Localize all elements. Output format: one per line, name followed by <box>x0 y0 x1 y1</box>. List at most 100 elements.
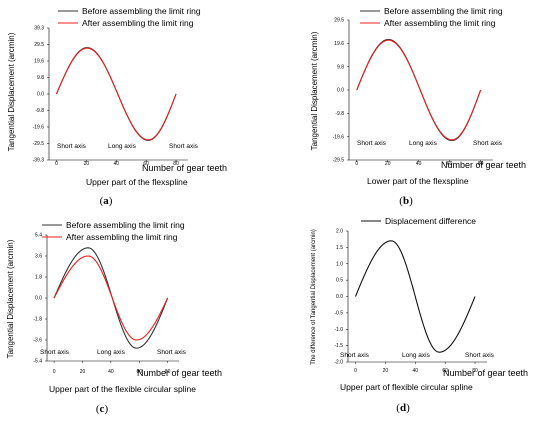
panel-label: (a) <box>100 195 113 207</box>
y-tick-label: -19.6 <box>33 125 45 131</box>
x-tick-label: 0 <box>55 161 58 167</box>
x-tick-label: 40 <box>416 161 422 167</box>
legend-label: Displacement difference <box>385 216 476 226</box>
panel-label: (d) <box>396 402 410 414</box>
y-tick-label: -5.4 <box>33 359 42 365</box>
legend-label: Before assembling the limit ring <box>66 220 185 230</box>
y-tick-label: 3.6 <box>35 254 42 260</box>
series-line-2 <box>356 39 482 141</box>
panel-b: 29.5 19.6 9.8 0.0 -9.8 -19.6 -29.5 0 20 40 60 80 Bef… <box>310 6 526 207</box>
annotation-long-axis: Long axis <box>108 143 137 150</box>
y-tick-label: 0.0 <box>35 296 42 302</box>
y-tick-label: 1.5 <box>336 245 343 251</box>
panel-label-open: ( <box>399 195 403 207</box>
x-axis-label: Number of gear teeth <box>443 368 528 378</box>
legend-label: After assembling the limit ring <box>384 18 496 28</box>
panel-label-close: ) <box>406 402 410 414</box>
x-tick-label: 80 <box>165 369 171 375</box>
series-line-1 <box>55 47 177 141</box>
y-tick-label: -39.3 <box>33 158 45 164</box>
y-axis-label: The difference of Tangential Displacemen… <box>311 229 317 365</box>
y-axis-label: Tangential Displacement (arcmin) <box>310 31 319 150</box>
x-tick-label: 80 <box>478 161 484 167</box>
y-tick-label: 29.5 <box>34 42 44 48</box>
panel-label-close: ) <box>409 195 413 207</box>
panel-label-open: ( <box>96 403 100 415</box>
y-tick-label: -9.8 <box>335 111 344 117</box>
annotation-long-axis: Long axis <box>402 352 431 359</box>
panel-d: 2.0 1.5 1.0 0.5 0.0 -0.5 -1.0 -1.5 -2.0 0 20 40 60 80… <box>311 216 528 414</box>
y-tick-label: -2.0 <box>334 360 343 366</box>
y-tick-label: 2.0 <box>336 229 343 235</box>
panel-subtitle: Upper part of the flexspline <box>86 177 188 187</box>
panel-label-letter: c <box>100 403 105 415</box>
x-tick-label: 20 <box>80 369 86 375</box>
x-axis-label: Number of gear teeth <box>441 160 526 170</box>
series-line-1 <box>356 38 482 142</box>
y-axis-label: Tangential Displacement (arcmin) <box>6 239 15 358</box>
annotation-long-axis: Long axis <box>97 349 126 356</box>
panel-subtitle: Upper part of flexible circular spline <box>340 382 473 392</box>
series-line-2 <box>55 47 177 141</box>
y-tick-label: 1.0 <box>336 261 343 267</box>
y-tick-label: 39.3 <box>34 26 44 32</box>
y-tick-label: -3.6 <box>33 338 42 344</box>
x-tick-label: 40 <box>108 369 114 375</box>
annotation-short-axis-left: Short axis <box>340 352 370 359</box>
y-tick-label: -0.5 <box>334 310 343 316</box>
panel-c: 5.4 3.6 1.8 0.0 -1.8 -3.6 -5.4 0 20 40 60 80 Before … <box>6 220 222 415</box>
x-tick-label: 20 <box>385 161 391 167</box>
panel-label-close: ) <box>109 195 113 207</box>
x-tick-label: 80 <box>472 368 478 374</box>
y-tick-label: 1.8 <box>35 275 42 281</box>
y-tick-label: 9.8 <box>337 64 344 70</box>
annotation-short-axis-left: Short axis <box>40 349 70 356</box>
annotation-short-axis-right: Short axis <box>473 140 503 147</box>
x-tick-label: 60 <box>447 161 453 167</box>
annotation-short-axis-left: Short axis <box>357 140 387 147</box>
legend-label: After assembling the limit ring <box>82 18 194 28</box>
series-line-1 <box>53 247 169 349</box>
y-tick-label: -29.5 <box>33 141 45 147</box>
legend-label: After assembling the limit ring <box>66 232 178 242</box>
y-tick-label: 29.5 <box>334 18 344 24</box>
x-tick-label: 20 <box>383 368 389 374</box>
x-tick-label: 60 <box>442 368 448 374</box>
x-tick-label: 0 <box>53 369 56 375</box>
annotation-short-axis-right: Short axis <box>157 349 187 356</box>
panel-label-letter: b <box>403 195 409 207</box>
x-axis-label: Number of gear teeth <box>142 163 227 173</box>
legend-label: Before assembling the limit ring <box>82 6 201 16</box>
panel-label-close: ) <box>104 403 108 415</box>
y-axis-label: Tangential Displacement (arcmin) <box>7 32 16 151</box>
panel-label: (b) <box>399 195 413 207</box>
y-tick-label: -29.5 <box>333 158 345 164</box>
x-tick-label: 60 <box>136 369 142 375</box>
annotation-short-axis-right: Short axis <box>465 352 495 359</box>
annotation-long-axis: Long axis <box>409 140 438 147</box>
panel-label-open: ( <box>396 402 400 414</box>
y-tick-label: 19.6 <box>34 59 44 65</box>
x-tick-label: 80 <box>173 161 179 167</box>
panel-label-letter: a <box>103 195 109 207</box>
annotation-short-axis-left: Short axis <box>57 143 87 150</box>
panel-label-letter: d <box>400 402 406 414</box>
annotation-short-axis-right: Short axis <box>169 143 199 150</box>
panel-subtitle: Upper part of the flexible circular spli… <box>49 384 196 394</box>
y-tick-label: -19.6 <box>333 134 345 140</box>
y-tick-label: -1.5 <box>334 343 343 349</box>
y-tick-label: 0.0 <box>336 294 343 300</box>
y-tick-label: 0.5 <box>336 278 343 284</box>
y-tick-label: 5.4 <box>35 233 42 239</box>
y-tick-label: 19.6 <box>334 41 344 47</box>
x-tick-label: 60 <box>143 161 149 167</box>
x-tick-label: 40 <box>412 368 418 374</box>
y-tick-label: -1.0 <box>334 327 343 333</box>
x-axis-label: Number of gear teeth <box>137 368 222 378</box>
x-tick-label: 40 <box>113 161 119 167</box>
x-tick-label: 20 <box>84 161 90 167</box>
y-tick-label: 9.8 <box>37 75 44 81</box>
panel-label-open: ( <box>100 195 104 207</box>
y-tick-label: 0.0 <box>37 92 44 98</box>
y-tick-label: -9.8 <box>35 108 44 114</box>
